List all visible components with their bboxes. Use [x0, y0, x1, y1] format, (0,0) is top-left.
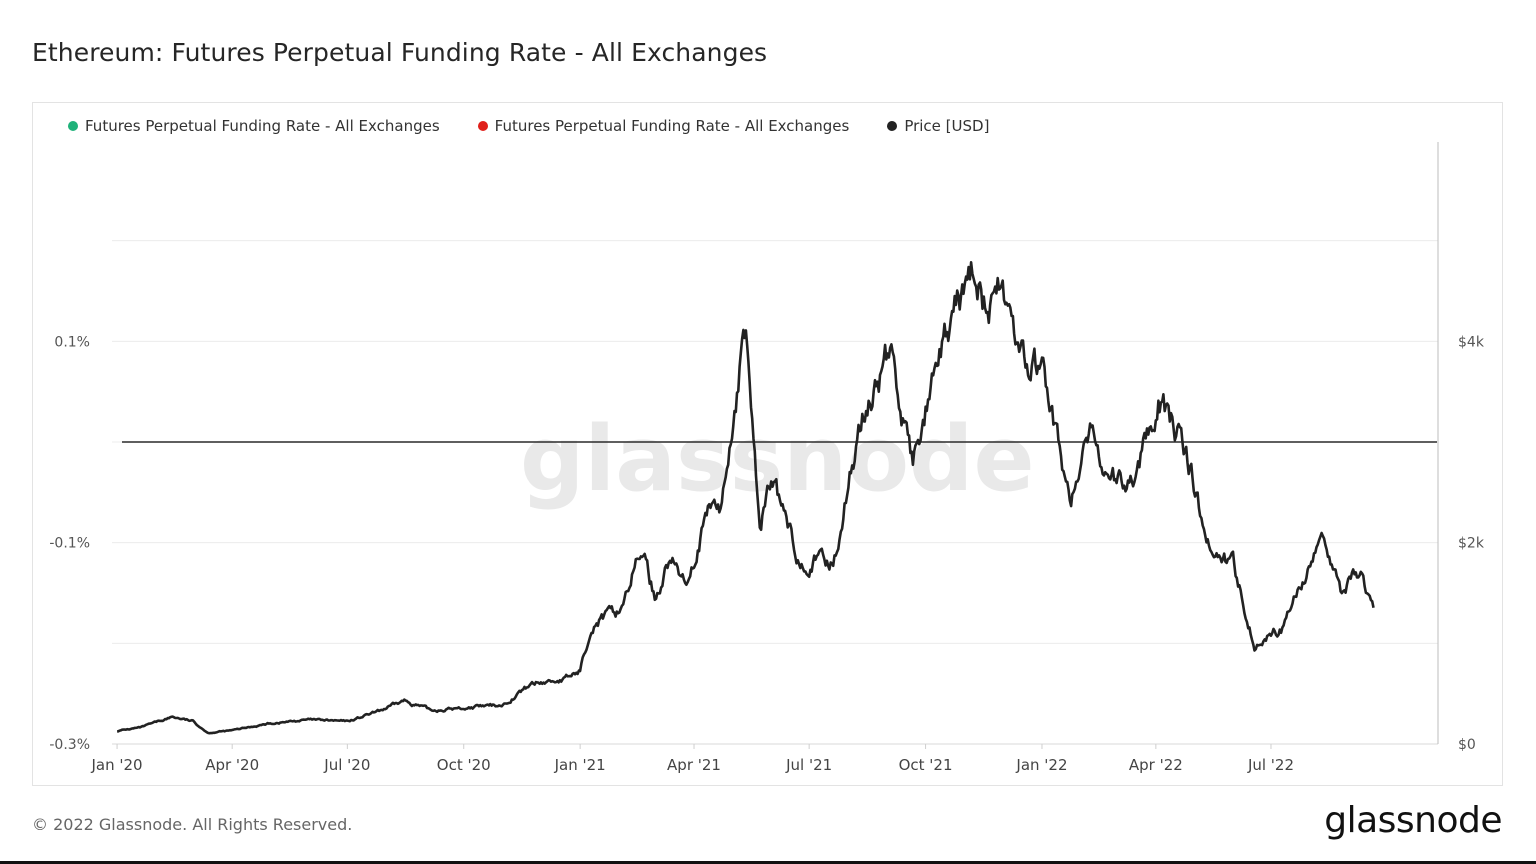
- y-right-tick-label: $0: [1458, 737, 1476, 753]
- legend-item-funding-positive[interactable]: Futures Perpetual Funding Rate - All Exc…: [68, 117, 440, 135]
- price-line: [116, 261, 1375, 735]
- watermark: glassnode: [520, 407, 1035, 512]
- legend-item-price[interactable]: Price [USD]: [887, 117, 989, 135]
- legend-label: Price [USD]: [904, 117, 990, 135]
- chart-card: [32, 102, 1503, 786]
- x-tick-label: Jul '20: [323, 756, 370, 774]
- y-left-tick-label: 0.1%: [54, 334, 90, 350]
- y-right-tick-label: $4k: [1458, 334, 1485, 350]
- x-tick-label: Oct '20: [437, 756, 491, 774]
- price-series-line: [116, 261, 1375, 735]
- x-tick-label: Apr '22: [1129, 756, 1183, 774]
- page-title: Ethereum: Futures Perpetual Funding Rate…: [32, 38, 768, 67]
- x-tick-label: Jul '22: [1247, 756, 1294, 774]
- x-tick-label: Jan '21: [554, 756, 606, 774]
- y-left-tick-label: -0.1%: [49, 536, 90, 552]
- brand-logo: glassnode: [1324, 800, 1502, 841]
- bottom-divider: [0, 861, 1536, 864]
- x-tick-label: Apr '21: [667, 756, 721, 774]
- y-left-tick-label: -0.3%: [49, 737, 90, 753]
- x-tick-label: Jan '20: [91, 756, 143, 774]
- legend-dot-icon: [887, 121, 898, 131]
- legend-dot-icon: [477, 121, 488, 131]
- copyright-text: © 2022 Glassnode. All Rights Reserved.: [32, 815, 353, 834]
- x-tick-label: Jul '21: [785, 756, 832, 774]
- legend-label: Futures Perpetual Funding Rate - All Exc…: [85, 117, 440, 135]
- legend-dot-icon: [68, 121, 78, 131]
- legend: Futures Perpetual Funding Rate - All Exc…: [68, 116, 1027, 136]
- axes: 0.1% -0.1% -0.3% $4k $2k $0 Jan '20 Apr '20 Jul …: [49, 334, 1484, 774]
- x-tick-label: Jan '22: [1015, 756, 1067, 774]
- y-right-tick-label: $2k: [1458, 536, 1485, 552]
- x-tick-label: Apr '20: [205, 756, 259, 774]
- legend-label: Futures Perpetual Funding Rate - All Exc…: [494, 117, 850, 135]
- legend-item-funding-negative[interactable]: Futures Perpetual Funding Rate - All Exc…: [477, 117, 850, 135]
- x-tick-label: Oct '21: [899, 756, 953, 774]
